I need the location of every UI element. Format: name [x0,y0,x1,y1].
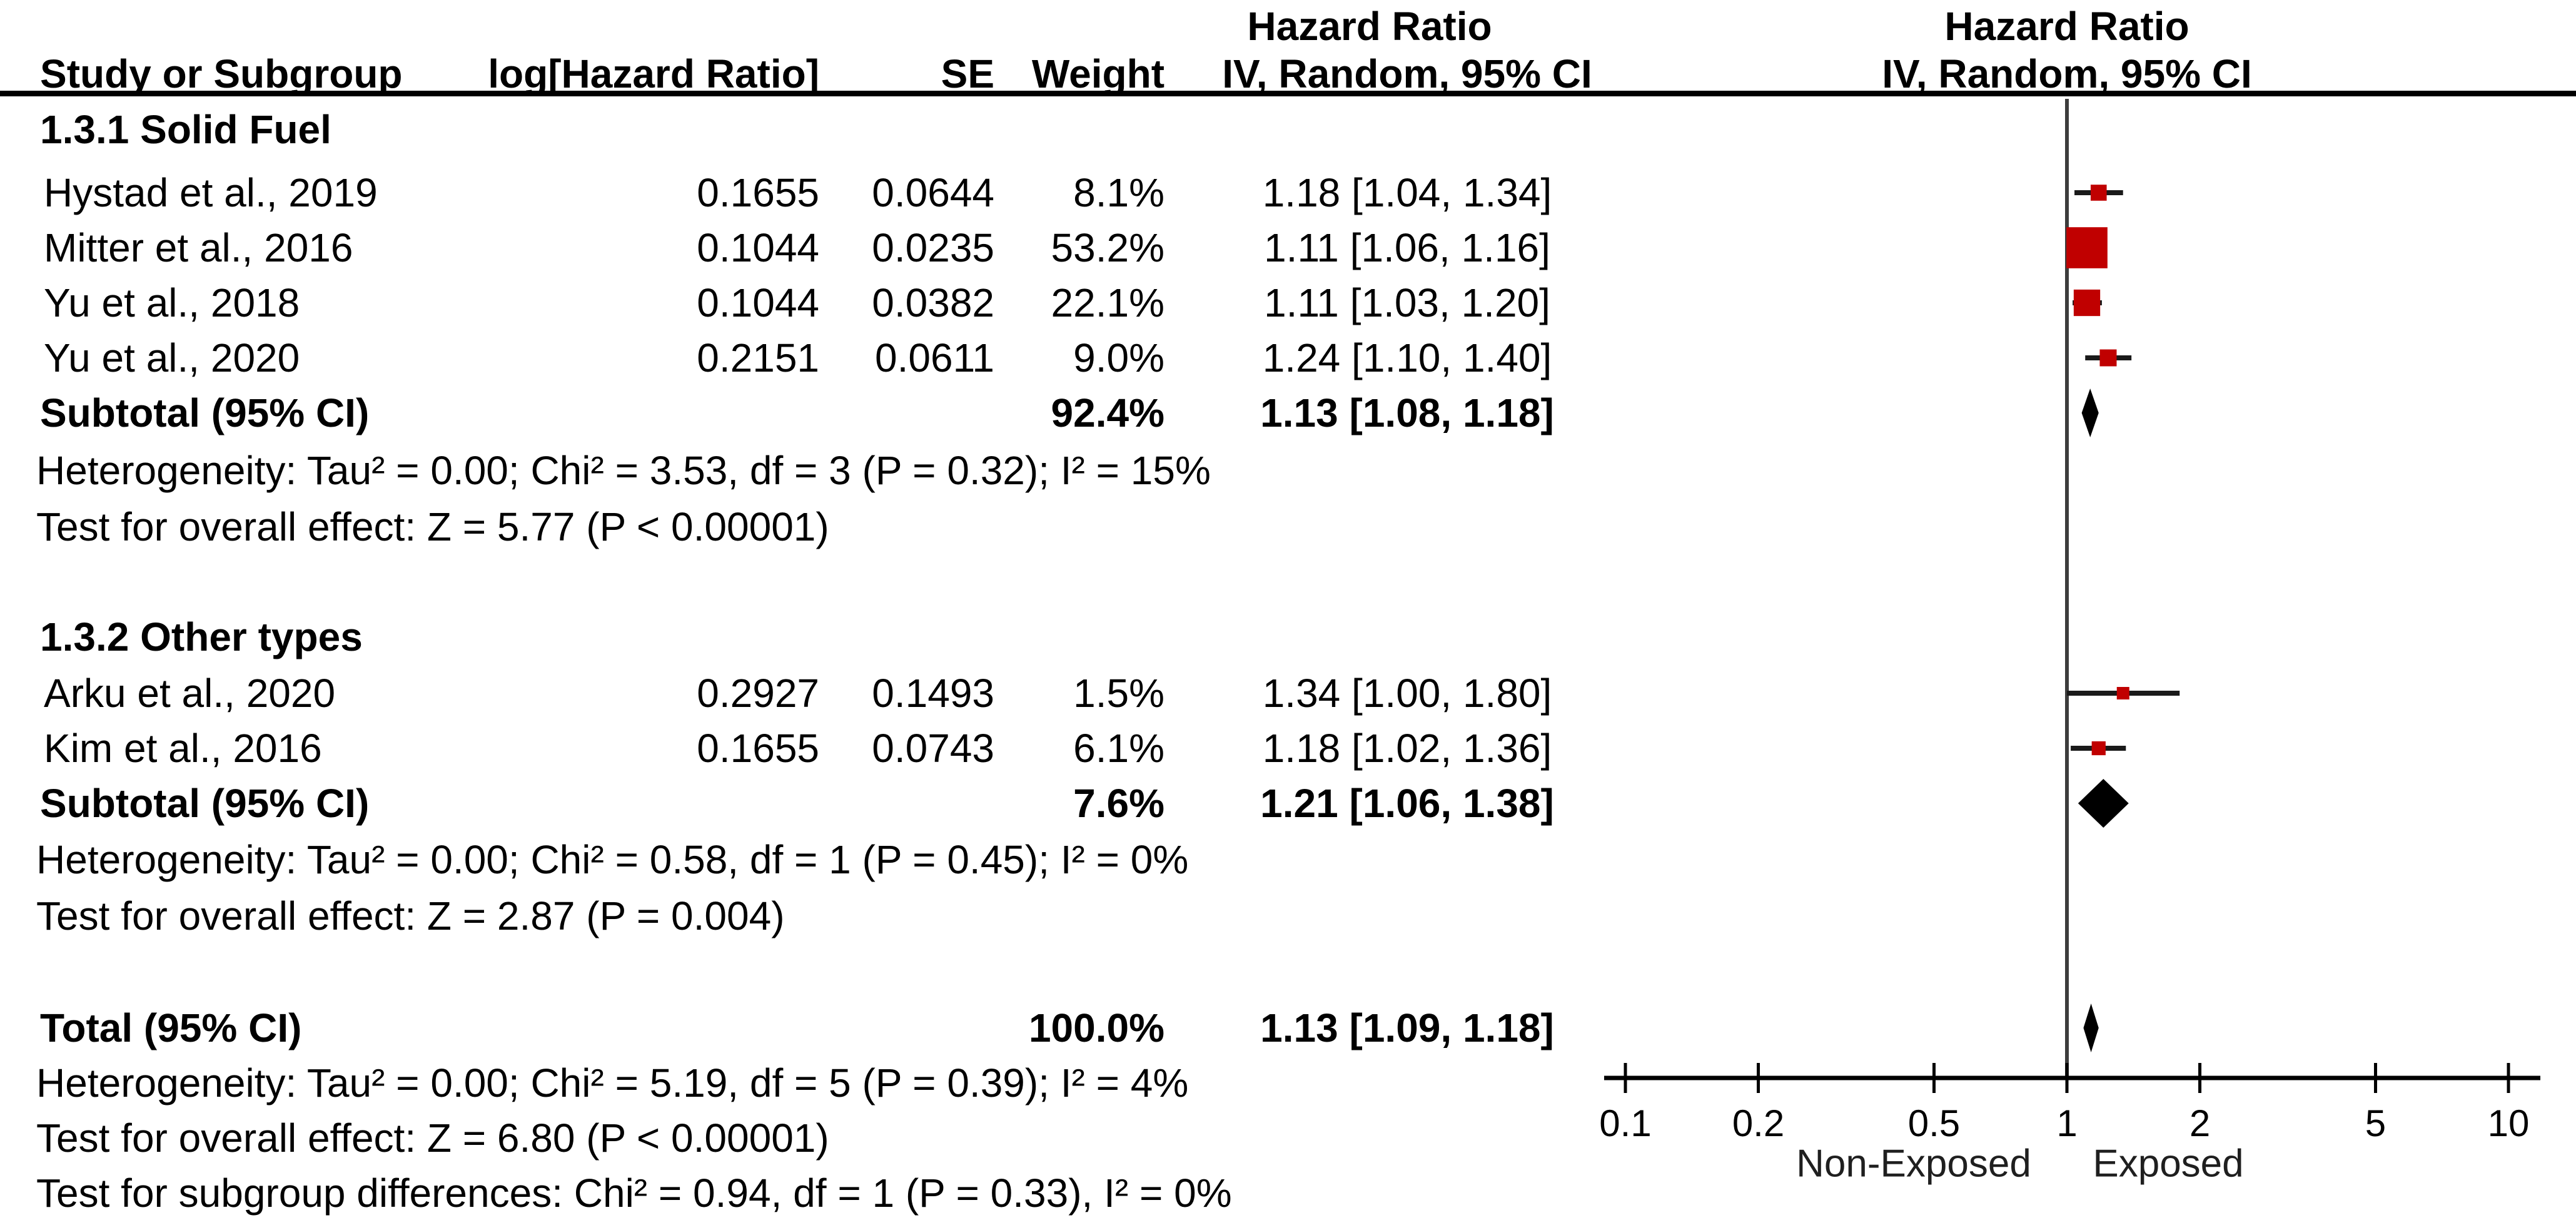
column-header-se: SE [941,51,994,96]
overall-effect-text: Test for overall effect: Z = 2.87 (P = 0… [36,893,785,938]
study-ci: 1.18 [1.02, 1.36] [1262,726,1552,771]
study-se: 0.0743 [872,726,994,771]
study-name: Yu et al., 2018 [44,280,300,325]
overall-effect-total-text: Test for overall effect: Z = 6.80 (P < 0… [36,1116,829,1161]
study-weight: 6.1% [1073,726,1164,771]
column-header-loghr: log[Hazard Ratio] [488,51,819,96]
study-row: Mitter et al., 2016 0.1044 0.0235 53.2% … [0,220,2576,276]
subgroup-title-row: 1.3.2 Other types [0,609,2576,665]
heterogeneity-total-text: Heterogeneity: Tau² = 0.00; Chi² = 5.19,… [36,1060,1189,1105]
header-columns-row: Study or Subgroup log[Hazard Ratio] SE W… [0,46,2576,102]
study-weight: 53.2% [1051,225,1164,270]
study-weight: 22.1% [1051,280,1164,325]
heterogeneity-row: Heterogeneity: Tau² = 0.00; Chi² = 0.58,… [0,831,2576,888]
header-effect-row: Hazard Ratio Hazard Ratio [0,0,2576,54]
subtotal-row: Subtotal (95% CI) 92.4% 1.13 [1.08, 1.18… [0,385,2576,441]
study-se: 0.1493 [872,671,994,716]
study-name: Arku et al., 2020 [44,671,336,716]
study-se: 0.0644 [872,170,994,215]
table-effect-title: Hazard Ratio [1247,4,1492,49]
study-row: Yu et al., 2018 0.1044 0.0382 22.1% 1.11… [0,275,2576,331]
study-row: Kim et al., 2016 0.1655 0.0743 6.1% 1.18… [0,720,2576,776]
heterogeneity-total-row: Heterogeneity: Tau² = 0.00; Chi² = 5.19,… [0,1055,2576,1111]
subgroup-title: 1.3.2 Other types [40,614,363,659]
study-ci: 1.18 [1.04, 1.34] [1262,170,1552,215]
column-header-weight: Weight [1031,51,1164,96]
overall-effect-total-row: Test for overall effect: Z = 6.80 (P < 0… [0,1110,2576,1166]
subgroup-differences-row: Test for subgroup differences: Chi² = 0.… [0,1165,2576,1221]
study-name: Hystad et al., 2019 [44,170,378,215]
heterogeneity-text: Heterogeneity: Tau² = 0.00; Chi² = 3.53,… [36,448,1211,493]
study-se: 0.0382 [872,280,994,325]
study-se: 0.0611 [875,335,994,380]
subgroup-title: 1.3.1 Solid Fuel [40,107,331,152]
header-divider [0,91,2576,96]
overall-effect-row: Test for overall effect: Z = 2.87 (P = 0… [0,888,2576,944]
overall-effect-row: Test for overall effect: Z = 5.77 (P < 0… [0,499,2576,555]
column-header-study: Study or Subgroup [40,51,403,96]
study-ci: 1.34 [1.00, 1.80] [1262,671,1552,716]
study-loghr: 0.1044 [697,225,819,270]
study-loghr: 0.1655 [697,170,819,215]
total-row: Total (95% CI) 100.0% 1.13 [1.09, 1.18] [0,1000,2576,1056]
subtotal-ci: 1.13 [1.08, 1.18] [1260,390,1554,435]
subgroup-differences-text: Test for subgroup differences: Chi² = 0.… [36,1171,1232,1216]
subtotal-weight: 92.4% [1051,390,1164,435]
study-ci: 1.11 [1.06, 1.16] [1264,225,1550,270]
total-label: Total (95% CI) [40,1005,302,1050]
heterogeneity-row: Heterogeneity: Tau² = 0.00; Chi² = 3.53,… [0,442,2576,499]
study-loghr: 0.1044 [697,280,819,325]
study-se: 0.0235 [872,225,994,270]
subtotal-label: Subtotal (95% CI) [40,781,370,826]
study-row: Yu et al., 2020 0.2151 0.0611 9.0% 1.24 … [0,330,2576,386]
study-name: Mitter et al., 2016 [44,225,353,270]
column-header-plot-ci: IV, Random, 95% CI [1882,51,2252,96]
column-header-ci: IV, Random, 95% CI [1222,51,1592,96]
subtotal-ci: 1.21 [1.06, 1.38] [1260,781,1554,826]
subtotal-row: Subtotal (95% CI) 7.6% 1.21 [1.06, 1.38] [0,775,2576,831]
study-ci: 1.11 [1.03, 1.20] [1264,280,1550,325]
heterogeneity-text: Heterogeneity: Tau² = 0.00; Chi² = 0.58,… [36,837,1189,882]
study-name: Yu et al., 2020 [44,335,300,380]
study-name: Kim et al., 2016 [44,726,322,771]
overall-effect-text: Test for overall effect: Z = 5.77 (P < 0… [36,504,829,549]
total-ci: 1.13 [1.09, 1.18] [1260,1005,1554,1050]
total-weight: 100.0% [1028,1005,1164,1050]
study-loghr: 0.2927 [697,671,819,716]
study-weight: 1.5% [1073,671,1164,716]
subtotal-weight: 7.6% [1073,781,1164,826]
study-ci: 1.24 [1.10, 1.40] [1262,335,1552,380]
study-loghr: 0.2151 [697,335,819,380]
study-row: Arku et al., 2020 0.2927 0.1493 1.5% 1.3… [0,665,2576,721]
study-weight: 8.1% [1073,170,1164,215]
subtotal-label: Subtotal (95% CI) [40,390,370,435]
study-weight: 9.0% [1073,335,1164,380]
study-row: Hystad et al., 2019 0.1655 0.0644 8.1% 1… [0,165,2576,221]
subgroup-title-row: 1.3.1 Solid Fuel [0,101,2576,158]
study-loghr: 0.1655 [697,726,819,771]
plot-effect-title: Hazard Ratio [1944,4,2190,49]
